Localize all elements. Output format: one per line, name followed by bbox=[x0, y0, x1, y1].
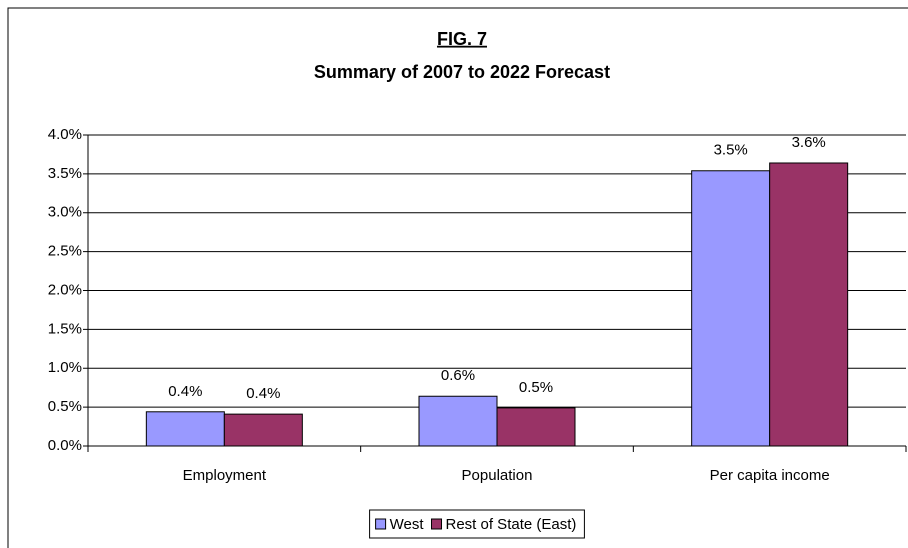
bar bbox=[418, 395, 498, 447]
y-tick-label: 1.5% bbox=[48, 320, 82, 337]
value-label: 0.4% bbox=[168, 383, 202, 400]
legend-label: Rest of State (East) bbox=[446, 516, 577, 533]
y-tick-label: 3.5% bbox=[48, 165, 82, 182]
x-tick-label: Per capita income bbox=[710, 467, 830, 484]
value-label: 3.6% bbox=[792, 134, 826, 151]
value-label: 0.6% bbox=[441, 367, 475, 384]
y-tick-label: 3.0% bbox=[48, 204, 82, 221]
bar bbox=[145, 411, 225, 447]
x-tick-label: Population bbox=[462, 467, 533, 484]
y-tick-label: 0.0% bbox=[48, 437, 82, 454]
bar bbox=[223, 413, 303, 447]
value-label: 0.4% bbox=[246, 385, 280, 402]
y-tick-label: 2.5% bbox=[48, 243, 82, 260]
legend-box bbox=[369, 509, 585, 539]
legend-label: West bbox=[390, 516, 425, 533]
value-label: 3.5% bbox=[714, 142, 748, 159]
chart-subtitle: Summary of 2007 to 2022 Forecast bbox=[314, 62, 610, 82]
y-tick-label: 1.0% bbox=[48, 359, 82, 376]
legend-swatch bbox=[375, 518, 387, 530]
chart-title: FIG. 7 bbox=[437, 29, 487, 49]
value-label: 0.5% bbox=[519, 379, 553, 396]
y-tick-label: 2.0% bbox=[48, 281, 82, 298]
y-tick-label: 4.0% bbox=[48, 126, 82, 143]
legend-swatch bbox=[431, 518, 443, 530]
x-tick-label: Employment bbox=[183, 467, 267, 484]
bar bbox=[496, 407, 576, 447]
bar bbox=[769, 162, 849, 447]
y-tick-label: 0.5% bbox=[48, 398, 82, 415]
bar bbox=[691, 170, 771, 447]
